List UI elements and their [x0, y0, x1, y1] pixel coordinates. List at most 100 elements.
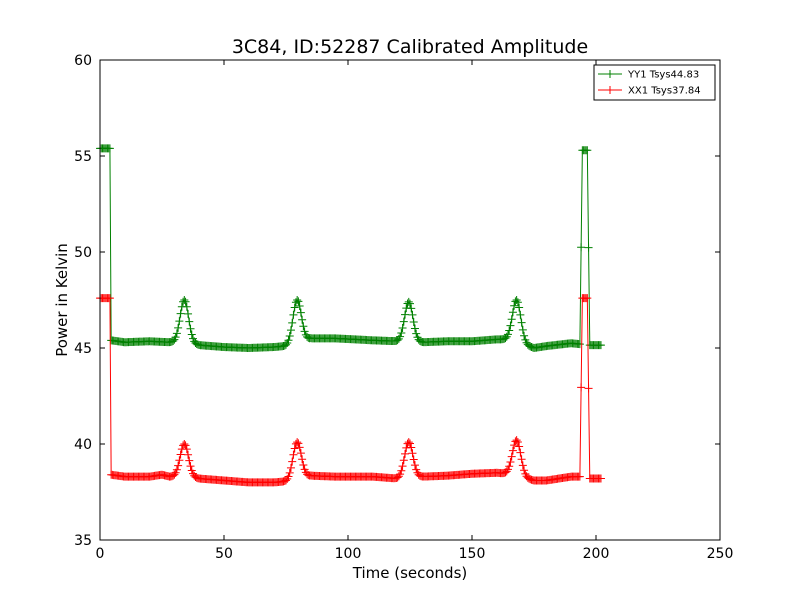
- data-point-yy1: [516, 310, 525, 319]
- data-point-xx1: [175, 456, 184, 465]
- data-point-xx1: [406, 439, 414, 448]
- data-point-xx1: [596, 474, 605, 483]
- y-axis-ticks: 35 40 45 50 55 60: [74, 53, 720, 549]
- x-axis-label: Time (seconds): [352, 564, 468, 582]
- data-point-xx1: [397, 466, 406, 475]
- data-point-yy1: [105, 144, 114, 153]
- data-point-yy1: [520, 331, 529, 340]
- data-point-xx1: [398, 462, 407, 471]
- data-point-yy1: [407, 304, 416, 313]
- x-axis-ticks: 0 50 100 150 200 250: [96, 60, 734, 562]
- data-point-xx1: [515, 442, 524, 451]
- data-point-xx1: [296, 449, 305, 458]
- data-point-yy1: [175, 317, 184, 326]
- data-point-yy1: [181, 297, 190, 306]
- data-point-xx1: [583, 294, 592, 303]
- data-point-xx1: [170, 470, 179, 479]
- data-point-yy1: [515, 303, 524, 312]
- data-point-yy1: [282, 340, 290, 349]
- data-point-xx1: [399, 456, 408, 465]
- data-point-yy1: [517, 318, 526, 327]
- x-tick-label: 250: [707, 546, 734, 562]
- data-point-xx1: [288, 457, 297, 466]
- plot-frame: [99, 59, 721, 541]
- data-point-xx1: [289, 450, 298, 459]
- legend-label-xx1: XX1 Tsys37.84: [628, 86, 701, 97]
- data-point-yy1: [505, 326, 514, 335]
- data-point-xx1: [172, 465, 181, 474]
- data-point-yy1: [507, 315, 516, 324]
- data-point-yy1: [408, 310, 417, 319]
- series-layer: [96, 144, 605, 487]
- data-point-xx1: [181, 441, 190, 450]
- legend-label-yy1: YY1 Tsys44.83: [627, 70, 699, 81]
- data-point-yy1: [300, 327, 309, 336]
- data-point-yy1: [171, 333, 180, 342]
- x-tick-label: 50: [215, 546, 233, 562]
- data-point-yy1: [596, 341, 605, 350]
- data-point-yy1: [299, 322, 308, 331]
- data-point-xx1: [285, 468, 294, 477]
- data-point-xx1: [290, 444, 299, 453]
- data-point-xx1: [520, 466, 529, 475]
- data-point-yy1: [401, 310, 410, 319]
- data-point-xx1: [506, 458, 515, 467]
- data-point-xx1: [584, 384, 593, 393]
- data-point-yy1: [503, 330, 512, 339]
- y-tick-label: 45: [74, 341, 92, 357]
- data-point-yy1: [180, 296, 189, 304]
- series-markers-yy1: [96, 144, 605, 352]
- series-line-xx1: [100, 297, 601, 483]
- data-point-xx1: [517, 455, 526, 464]
- y-tick-label: 55: [74, 149, 92, 165]
- data-point-xx1: [508, 446, 517, 455]
- data-point-yy1: [298, 315, 307, 324]
- y-tick-label: 40: [74, 437, 92, 453]
- y-tick-label: 60: [74, 53, 92, 69]
- legend-marker-yy1: [606, 70, 614, 78]
- data-point-xx1: [299, 460, 308, 469]
- data-point-xx1: [298, 455, 307, 464]
- data-point-xx1: [286, 463, 295, 472]
- data-point-xx1: [401, 449, 410, 458]
- chart-title: 3C84, ID:52287 Calibrated Amplitude: [232, 36, 588, 58]
- data-point-xx1: [186, 462, 195, 471]
- data-point-yy1: [412, 329, 421, 338]
- y-tick-label: 35: [74, 533, 92, 549]
- data-point-yy1: [398, 323, 407, 332]
- data-point-xx1: [407, 443, 416, 452]
- data-point-yy1: [187, 330, 196, 339]
- x-tick-label: 0: [96, 546, 105, 562]
- data-point-xx1: [180, 440, 189, 448]
- data-point-yy1: [410, 324, 419, 333]
- data-point-yy1: [293, 296, 302, 304]
- data-point-yy1: [397, 329, 406, 338]
- data-point-xx1: [505, 462, 514, 471]
- data-point-xx1: [174, 461, 183, 470]
- legend-marker-xx1: [606, 86, 614, 94]
- data-point-xx1: [518, 461, 527, 470]
- data-point-xx1: [396, 470, 405, 479]
- data-point-xx1: [513, 438, 522, 447]
- data-point-yy1: [575, 340, 584, 349]
- data-point-yy1: [296, 308, 305, 317]
- data-point-xx1: [284, 472, 293, 481]
- y-axis-label: Power in Kelvin: [53, 243, 71, 357]
- data-point-xx1: [294, 439, 303, 448]
- data-point-yy1: [172, 329, 181, 338]
- data-point-xx1: [512, 436, 521, 445]
- data-point-xx1: [404, 438, 413, 447]
- data-point-yy1: [406, 299, 414, 308]
- x-tick-label: 200: [583, 546, 610, 562]
- data-point-yy1: [284, 336, 293, 345]
- data-point-yy1: [399, 317, 408, 326]
- data-point-yy1: [185, 317, 194, 326]
- data-point-xx1: [295, 443, 304, 452]
- data-point-xx1: [575, 472, 584, 481]
- y-tick-label: 50: [74, 245, 92, 261]
- data-point-xx1: [516, 448, 525, 457]
- data-point-xx1: [410, 461, 419, 470]
- data-point-yy1: [577, 243, 586, 252]
